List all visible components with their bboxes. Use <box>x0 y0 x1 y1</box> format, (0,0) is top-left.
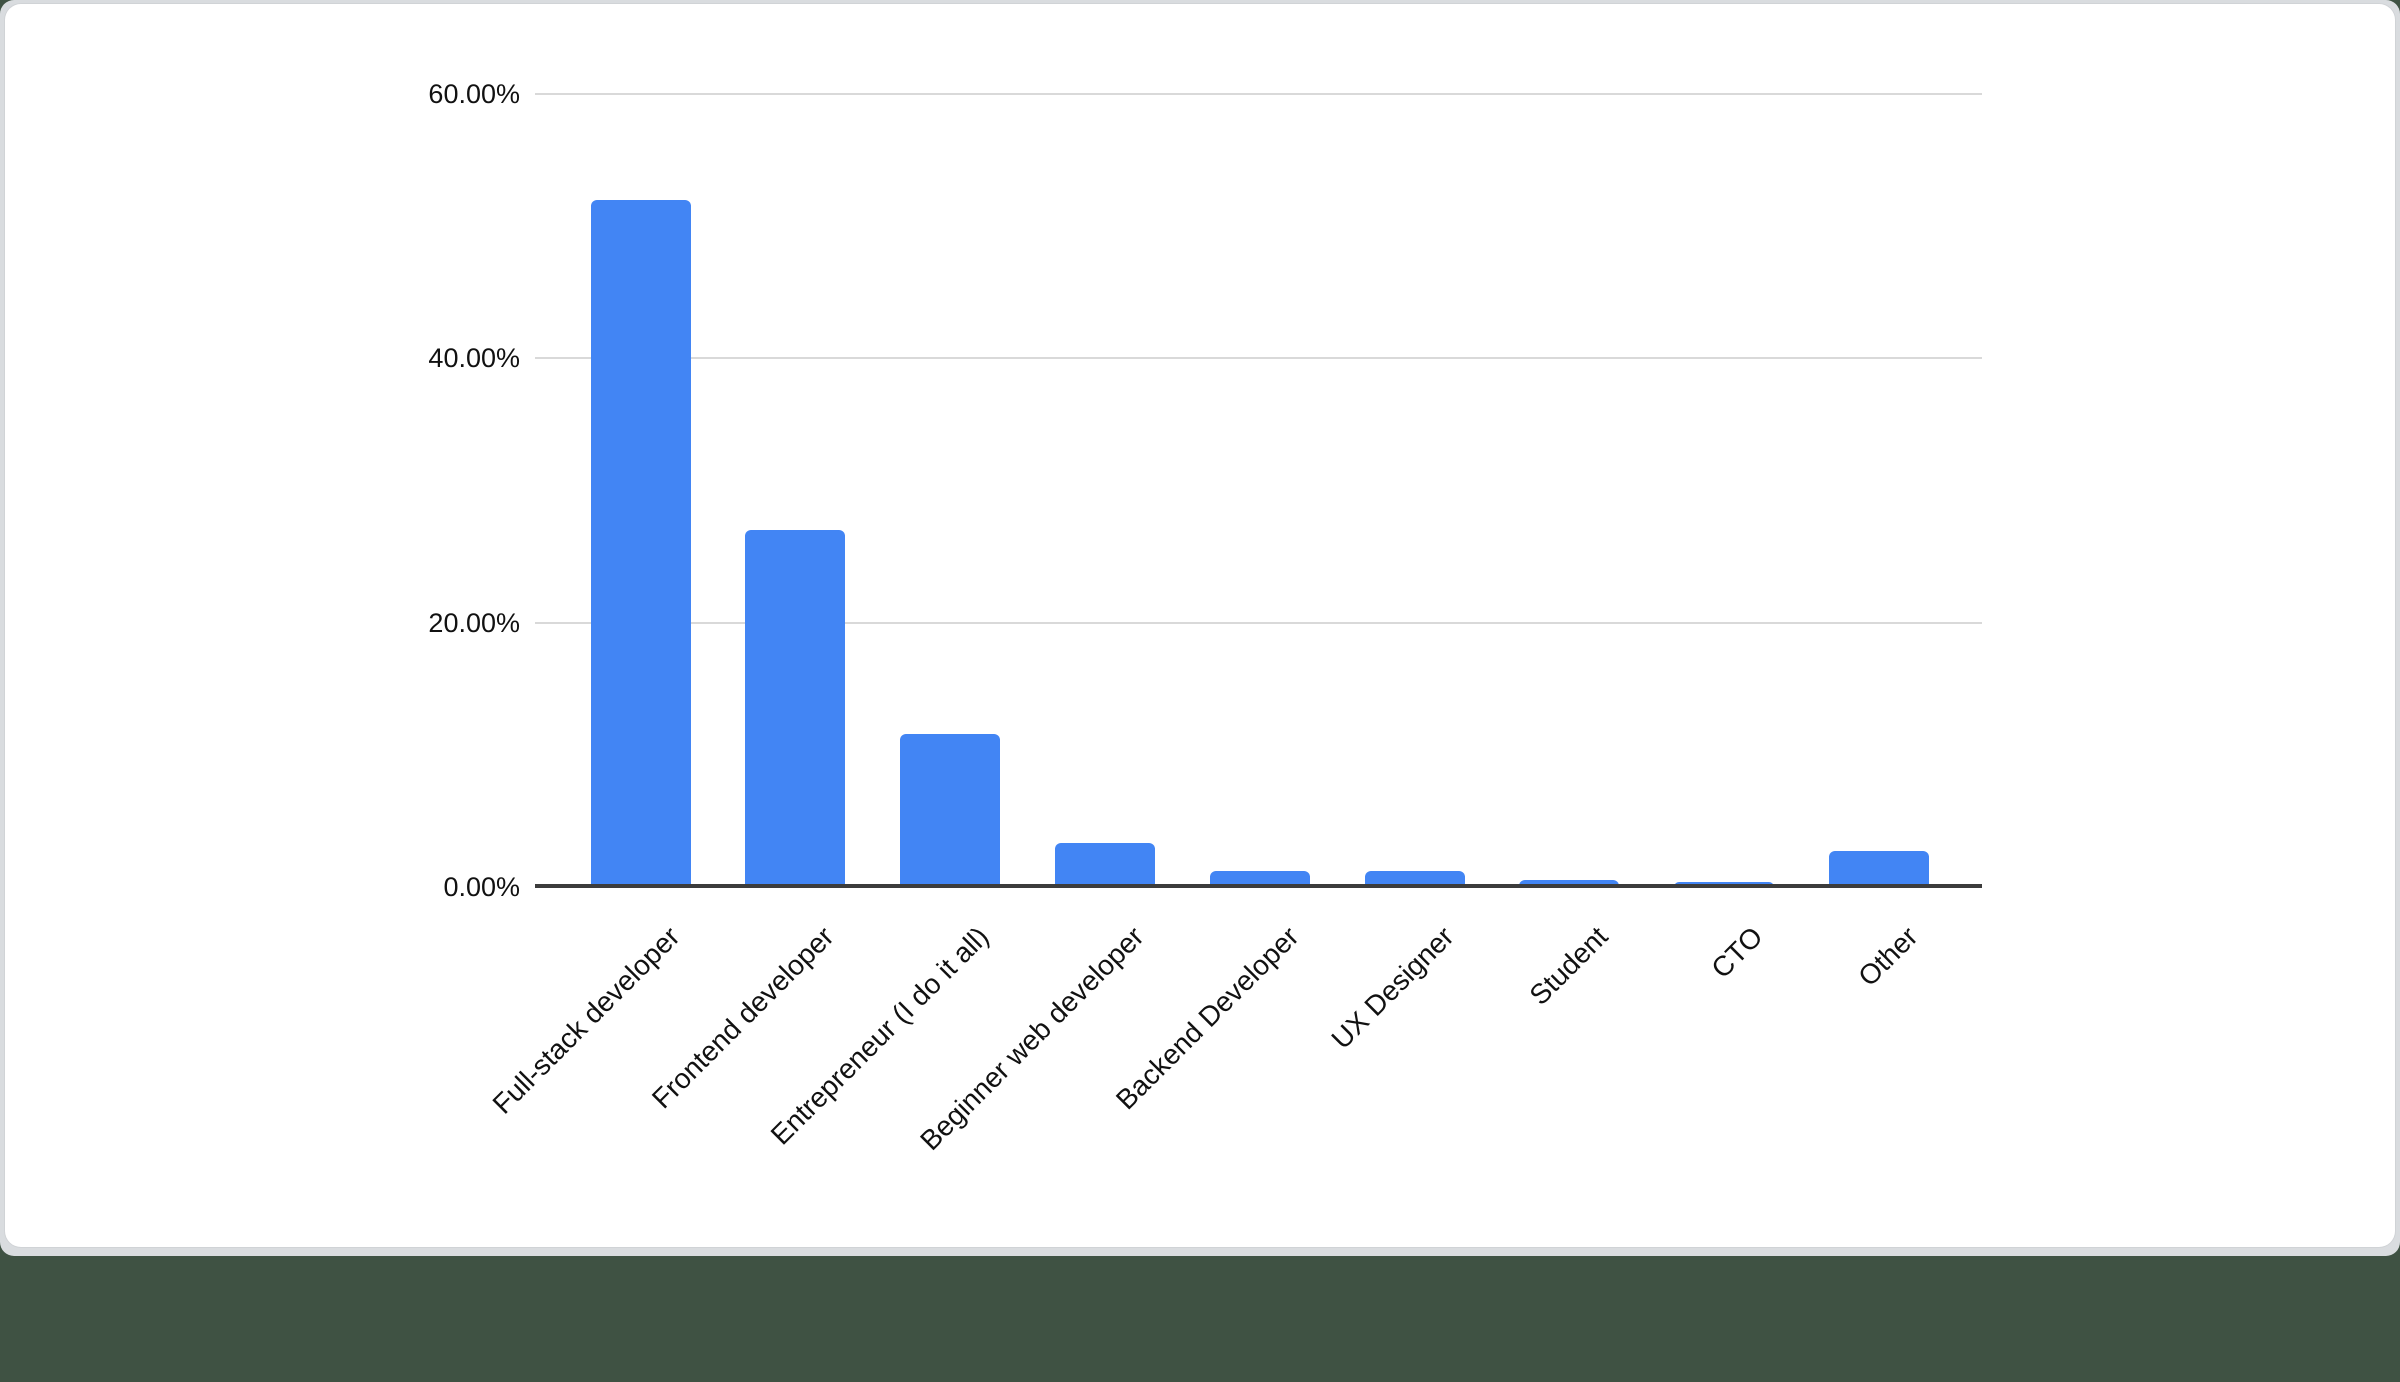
bar-other[interactable] <box>1829 851 1929 887</box>
bar-entrepreneur-i-do-it-all[interactable] <box>900 734 1000 887</box>
y-axis-tick-label: 20.00% <box>5 607 520 639</box>
y-axis-tick-label: 40.00% <box>5 342 520 374</box>
x-axis-baseline <box>535 884 1982 888</box>
chart-card: 0.00%20.00%40.00%60.00% Full-stack devel… <box>5 4 2395 1247</box>
bar-beginner-web-developer[interactable] <box>1055 843 1155 887</box>
y-axis-tick-label: 60.00% <box>5 78 520 110</box>
bar-full-stack-developer[interactable] <box>591 200 691 887</box>
bar-frontend-developer[interactable] <box>745 530 845 887</box>
bar-chart: 0.00%20.00%40.00%60.00% Full-stack devel… <box>5 4 2395 1247</box>
gridline-40pct <box>535 357 1982 359</box>
gridline-60pct <box>535 93 1982 95</box>
y-axis-tick-label: 0.00% <box>5 871 520 903</box>
